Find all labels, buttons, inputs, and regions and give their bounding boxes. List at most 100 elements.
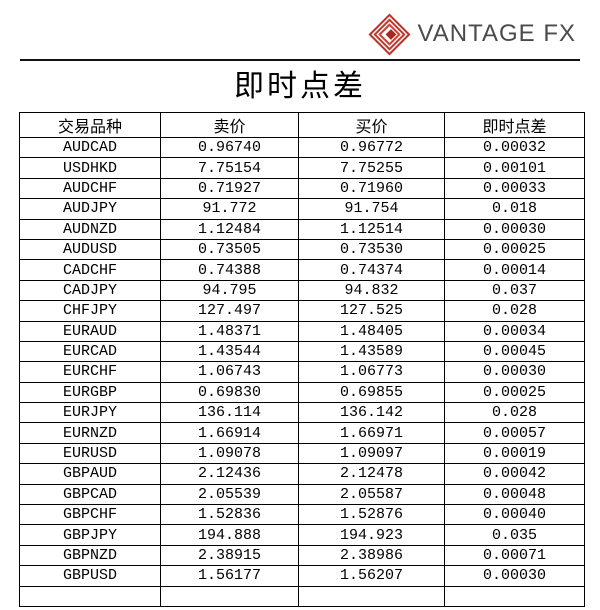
cell-spread: 0.00014 <box>444 259 585 281</box>
cell-spread: 0.00025 <box>444 238 585 261</box>
cell-symbol: EURGBP <box>19 381 161 404</box>
table-row: GBPNZD 2.38915 2.38986 0.00071 <box>19 544 585 567</box>
cell-buy-price: 94.832 <box>298 279 445 302</box>
cell-symbol: AUDJPY <box>19 198 161 220</box>
cell-spread: 0.028 <box>444 300 585 322</box>
vantage-diamond-icon <box>368 13 411 55</box>
table-row: CHFJPY 127.497 127.525 0.028 <box>19 300 585 322</box>
table-row: CADJPY 94.795 94.832 0.037 <box>19 279 585 302</box>
table-row: EURNZD 1.66914 1.66971 0.00057 <box>19 422 585 444</box>
table-row: AUDJPY 91.772 91.754 0.018 <box>19 198 585 220</box>
cell-sell-price: 0.71927 <box>160 177 299 200</box>
cell-spread: 0.00030 <box>444 361 585 383</box>
table-row: EURUSD 1.09078 1.09097 0.00019 <box>19 442 585 465</box>
cell-symbol: EURUSD <box>19 442 161 465</box>
table-row <box>19 585 585 607</box>
cell-buy-price: 0.69855 <box>298 381 445 404</box>
cell-symbol: EURAUD <box>19 320 161 342</box>
header-symbol: 交易品种 <box>19 112 161 138</box>
cell-symbol: EURCHF <box>19 361 161 383</box>
cell-buy-price: 194.923 <box>298 524 445 546</box>
spread-table-body: AUDCAD 0.96740 0.96772 0.00032 USDHKD 7.75154… <box>19 136 585 607</box>
cell-buy-price: 1.06773 <box>298 361 445 383</box>
cell-symbol: GBPJPY <box>19 524 161 546</box>
table-row: EURGBP 0.69830 0.69855 0.00025 <box>19 381 585 404</box>
cell-spread: 0.00030 <box>444 565 585 587</box>
cell-sell-price: 0.73505 <box>160 238 299 261</box>
cell-sell-price: 1.48371 <box>160 320 299 342</box>
table-row: EURCAD 1.43544 1.43589 0.00045 <box>19 340 585 363</box>
cell-symbol: CHFJPY <box>19 300 161 322</box>
cell-spread: 0.00025 <box>444 381 585 404</box>
cell-symbol: AUDUSD <box>19 238 161 261</box>
cell-buy-price: 2.38986 <box>298 544 445 567</box>
cell-buy-price: 0.74374 <box>298 259 445 281</box>
cell-buy-price: 1.43589 <box>298 340 445 363</box>
cell-spread: 0.00019 <box>444 442 585 465</box>
table-row: CADCHF 0.74388 0.74374 0.00014 <box>19 259 585 281</box>
cell-symbol: GBPUSD <box>19 565 161 587</box>
cell-sell-price: 91.772 <box>160 198 299 220</box>
cell-spread: 0.00048 <box>444 483 585 506</box>
header-buy-price: 买价 <box>298 112 445 138</box>
cell-spread: 0.00030 <box>444 218 585 240</box>
cell-sell-price: 2.12436 <box>160 463 299 485</box>
cell-spread: 0.00034 <box>444 320 585 342</box>
cell-buy-price: 7.75255 <box>298 157 445 179</box>
cell-sell-price: 1.66914 <box>160 422 299 444</box>
cell-sell-price: 0.96740 <box>160 136 299 159</box>
cell-symbol: CADJPY <box>19 279 161 302</box>
brand-logo: VANTAGE FX <box>368 13 576 56</box>
divider-rule <box>20 59 580 61</box>
cell-sell-price: 1.52836 <box>160 504 299 526</box>
cell-sell-price: 194.888 <box>160 524 299 546</box>
cell-symbol <box>19 585 161 607</box>
cell-sell-price: 136.114 <box>160 402 299 424</box>
cell-spread: 0.00032 <box>444 136 585 159</box>
cell-spread: 0.018 <box>444 198 585 220</box>
cell-buy-price <box>298 585 445 607</box>
table-row: EURCHF 1.06743 1.06773 0.00030 <box>19 361 585 383</box>
table-row: GBPAUD 2.12436 2.12478 0.00042 <box>19 463 585 485</box>
cell-spread: 0.00040 <box>444 504 585 526</box>
cell-symbol: AUDCHF <box>19 177 161 200</box>
cell-sell-price: 1.56177 <box>160 565 299 587</box>
cell-spread: 0.037 <box>444 279 585 302</box>
table-row: AUDCAD 0.96740 0.96772 0.00032 <box>19 136 585 159</box>
cell-spread <box>444 585 585 607</box>
cell-buy-price: 136.142 <box>298 402 445 424</box>
cell-symbol: CADCHF <box>19 259 161 281</box>
cell-sell-price: 0.74388 <box>160 259 299 281</box>
cell-buy-price: 0.96772 <box>298 136 445 159</box>
cell-sell-price: 94.795 <box>160 279 299 302</box>
cell-buy-price: 0.73530 <box>298 238 445 261</box>
header-bar: VANTAGE FX <box>0 0 600 57</box>
cell-spread: 0.00071 <box>444 544 585 567</box>
table-row: EURJPY 136.114 136.142 0.028 <box>19 402 585 424</box>
cell-sell-price: 2.05539 <box>160 483 299 506</box>
cell-buy-price: 0.71960 <box>298 177 445 200</box>
table-row: AUDNZD 1.12484 1.12514 0.00030 <box>19 218 585 240</box>
table-row: AUDUSD 0.73505 0.73530 0.00025 <box>19 238 585 261</box>
table-row: GBPJPY 194.888 194.923 0.035 <box>19 524 585 546</box>
cell-buy-price: 1.66971 <box>298 422 445 444</box>
page-title: 即时点差 <box>234 70 366 103</box>
cell-sell-price: 0.69830 <box>160 381 299 404</box>
cell-spread: 0.00045 <box>444 340 585 363</box>
cell-buy-price: 2.12478 <box>298 463 445 485</box>
cell-symbol: GBPNZD <box>19 544 161 567</box>
cell-spread: 0.035 <box>444 524 585 546</box>
cell-sell-price: 1.06743 <box>160 361 299 383</box>
cell-spread: 0.00057 <box>444 422 585 444</box>
cell-buy-price: 1.48405 <box>298 320 445 342</box>
cell-sell-price: 1.09078 <box>160 442 299 465</box>
cell-sell-price: 1.43544 <box>160 340 299 363</box>
cell-symbol: EURJPY <box>19 402 161 424</box>
table-row: AUDCHF 0.71927 0.71960 0.00033 <box>19 177 585 200</box>
cell-symbol: EURNZD <box>19 422 161 444</box>
cell-buy-price: 1.09097 <box>298 442 445 465</box>
cell-sell-price: 1.12484 <box>160 218 299 240</box>
table-row: USDHKD 7.75154 7.75255 0.00101 <box>19 157 585 179</box>
table-row: GBPUSD 1.56177 1.56207 0.00030 <box>19 565 585 587</box>
